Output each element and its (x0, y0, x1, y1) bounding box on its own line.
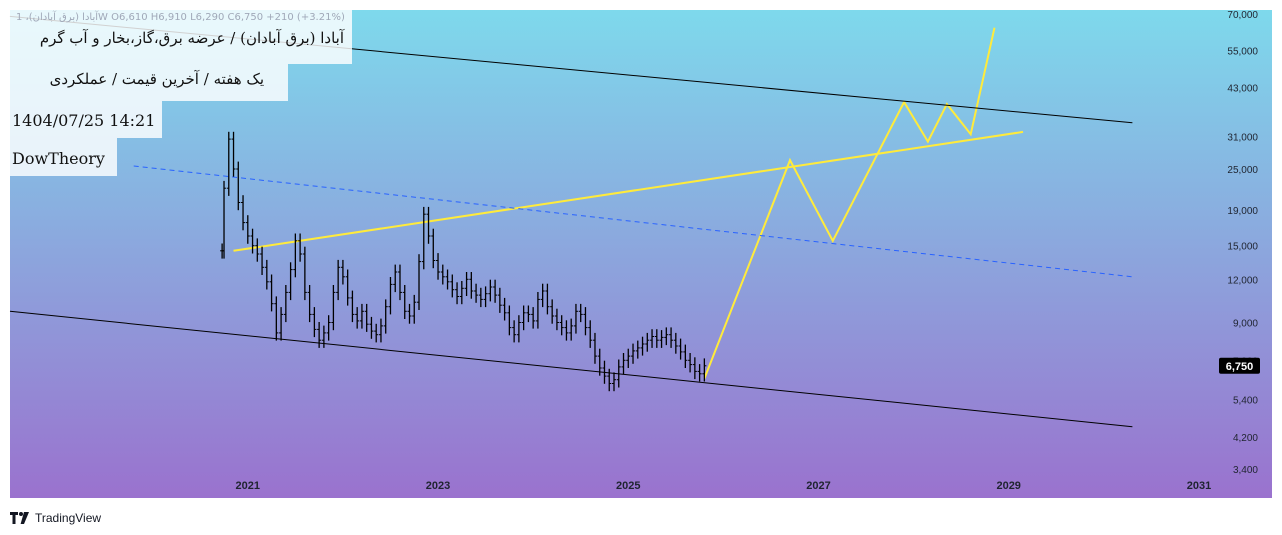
chart-author: DowTheory (12, 149, 105, 168)
channel-mid-line[interactable] (133, 165, 1133, 278)
y-tick-label: 9,000 (1233, 319, 1258, 330)
symbol-title-box: آبادا (برق آبادان)، 1W O6,610 H6,910 L6,… (10, 10, 352, 64)
y-tick-label: 25,000 (1227, 165, 1258, 176)
x-tick-label: 2027 (806, 480, 830, 492)
y-tick-label: 43,000 (1227, 84, 1258, 95)
last-price-label: 6,750 (1226, 361, 1254, 373)
y-tick-label: 15,000 (1227, 242, 1258, 253)
tradingview-brand: TradingView (35, 511, 102, 525)
projection-line[interactable] (703, 27, 996, 379)
channel-lower-line[interactable] (9, 310, 1133, 428)
trendline-line[interactable] (233, 130, 1024, 252)
y-tick-label: 70,000 (1227, 10, 1258, 21)
y-tick-label: 4,200 (1233, 433, 1258, 444)
last-price-badge (1219, 357, 1260, 374)
x-tick-label: 2021 (236, 480, 260, 492)
chart-subtitle: یک هفته / آخرین قیمت / عملکردی (49, 70, 264, 88)
y-tick-label: 19,000 (1227, 206, 1258, 217)
chart-datetime: 1404/07/25 14:21 (12, 111, 156, 130)
y-tick-label: 3,400 (1233, 465, 1258, 476)
y-tick-label: 31,000 (1227, 133, 1258, 144)
subtitle-box: یک هفته / آخرین قیمت / عملکردی (10, 64, 288, 101)
x-tick-label: 2029 (996, 480, 1020, 492)
price-axis-background[interactable] (1218, 10, 1272, 498)
y-tick-label: 55,000 (1227, 47, 1258, 58)
author-box: DowTheory (10, 138, 117, 176)
x-tick-label: 2025 (616, 480, 640, 492)
ohlc-readout: آبادا (برق آبادان)، 1W O6,610 H6,910 L6,… (16, 12, 345, 23)
datetime-box: 1404/07/25 14:21 (10, 101, 162, 138)
tradingview-logo-icon (10, 512, 29, 524)
x-tick-label: 2023 (426, 480, 450, 492)
x-tick-label: 2031 (1187, 480, 1211, 492)
tradingview-logo[interactable]: TradingView (10, 510, 101, 526)
y-tick-label: 5,400 (1233, 395, 1258, 406)
chart-title: آبادا (برق آبادان) / عرضه برق،گاز،بخار و… (39, 29, 344, 47)
y-tick-label: 12,000 (1227, 275, 1258, 286)
